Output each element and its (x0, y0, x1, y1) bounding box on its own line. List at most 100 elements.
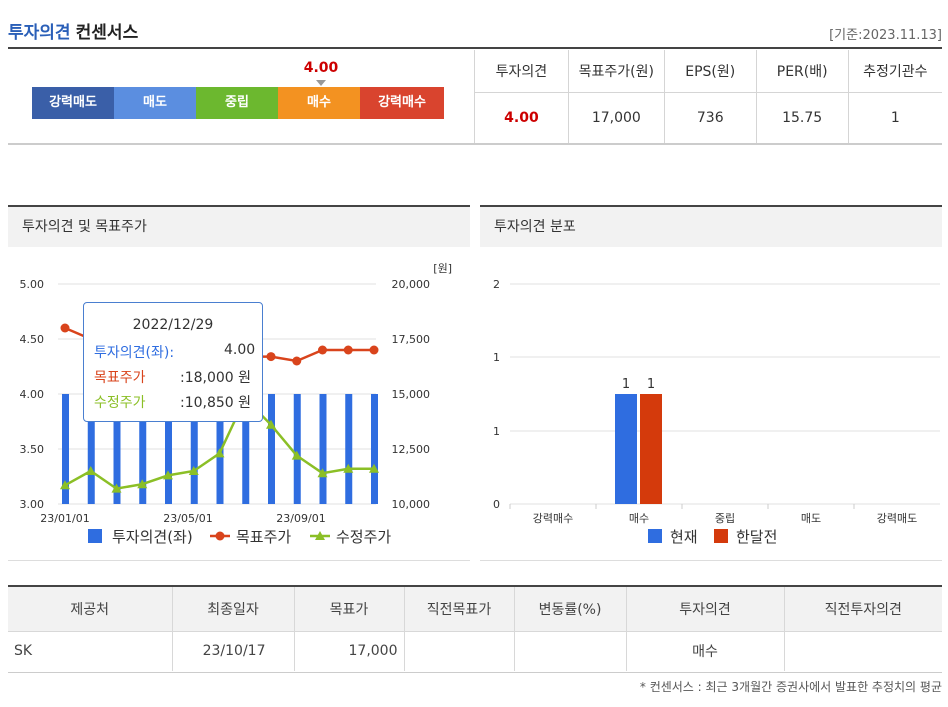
opinion-bar (113, 394, 121, 504)
y-left-tick-label: 3.00 (20, 498, 45, 511)
summary-header: PER(배) (755, 50, 849, 93)
opinion-bar (371, 394, 378, 504)
opinion-bar (242, 394, 250, 504)
adjusted-price-point (291, 450, 302, 460)
broker-target: 17,000 (294, 631, 405, 671)
y-left-tick-label: 4.50 (20, 333, 45, 346)
adjusted-price-point (163, 470, 173, 480)
summary-opinion-value: 4.00 (474, 92, 569, 144)
broker-date: 23/10/17 (172, 631, 295, 671)
chart-tooltip: 2022/12/29 투자의견(좌): 4.00 목표주가 :18,000 원 … (83, 302, 263, 422)
opinion-bar (62, 394, 69, 504)
opinion-bar (165, 394, 172, 504)
current-bar (615, 394, 637, 504)
opinion-bar (139, 394, 147, 504)
legend-swatch (648, 529, 662, 543)
opinion-gauge: 4.00 (32, 58, 444, 122)
broker-header-row: 제공처 최종일자 목표가 직전목표가 변동률(%) 투자의견 직전투자의견 (8, 587, 942, 632)
page-header: 투자의견 컨센서스 (8, 18, 138, 43)
gauge-current-value: 4.00 (303, 60, 339, 76)
opinion-bar (319, 394, 327, 504)
y-right-tick-label: 17,500 (392, 333, 431, 346)
y-left-tick-label: 5.00 (20, 278, 45, 291)
legend-swatch (215, 531, 225, 541)
legend-swatch (88, 529, 102, 543)
bar-data-label: 1 (622, 377, 630, 392)
tooltip-opinion-value: 4.00 (224, 342, 256, 358)
broker-header: 최종일자 (172, 587, 295, 632)
bar-data-label: 1 (647, 377, 655, 392)
adjusted-price-point (369, 463, 379, 473)
summary-value-row: 4.00 17,000 736 15.75 1 (474, 92, 942, 144)
target-price-point (318, 345, 327, 355)
broker-header: 투자의견 (626, 587, 785, 632)
table-row: SK 23/10/17 17,000 매수 (8, 631, 942, 671)
adjusted-price-point (317, 468, 328, 478)
page-title: 투자의견 (8, 23, 71, 43)
opinion-bar (345, 394, 353, 504)
gauge-segment-sell: 매도 (114, 87, 196, 119)
legend-label: 한달전 (736, 528, 777, 546)
left-panel-border (8, 560, 470, 561)
gauge-segment-neutral: 중립 (196, 87, 278, 119)
y-tick-label: 2 (493, 278, 500, 291)
broker-prev-target (404, 631, 515, 671)
legend-label: 수정주가 (336, 528, 391, 546)
x-tick-label: 매도 (801, 512, 821, 525)
left-panel-title: 투자의견 및 목표주가 (8, 205, 470, 247)
legend-label: 현재 (670, 528, 698, 546)
gauge-pointer-icon (316, 80, 326, 86)
adjusted-price-point (266, 419, 276, 429)
adjusted-price-point (60, 480, 70, 490)
x-tick-label: 23/05/01 (163, 512, 212, 525)
legend-label: 투자의견(좌) (112, 528, 193, 546)
adjusted-price-point (85, 466, 96, 475)
summary-header-row: 투자의견 목표주가(원) EPS(원) PER(배) 추정기관수 (474, 50, 942, 93)
broker-table-bottom-border (8, 672, 942, 673)
adjusted-price-point (214, 448, 225, 458)
broker-change-rate (514, 631, 627, 671)
y-tick-label: 1 (493, 351, 500, 364)
target-price-point (292, 356, 302, 366)
broker-header: 변동률(%) (514, 587, 627, 632)
opinion-bar (87, 394, 95, 504)
y-right-tick-label: 20,000 (392, 278, 431, 291)
broker-table: 제공처 최종일자 목표가 직전목표가 변동률(%) 투자의견 직전투자의견 SK… (8, 587, 942, 671)
right-panel-border (480, 560, 942, 561)
target-price-point (266, 352, 276, 362)
target-price-point (343, 345, 353, 355)
y-tick-label: 1 (493, 425, 500, 438)
summary-header: 추정기관수 (847, 50, 942, 93)
opinion-bar (216, 394, 224, 504)
y-left-tick-label: 3.50 (20, 443, 45, 456)
tooltip-adjusted-value: :10,850 원 (180, 395, 252, 411)
summary-header: EPS(원) (663, 50, 757, 93)
tooltip-adjusted-label: 수정주가 (94, 395, 146, 411)
adjusted-price-point (343, 463, 354, 473)
adjusted-price-point (111, 483, 122, 493)
broker-header: 직전투자의견 (784, 587, 942, 632)
broker-header: 제공처 (8, 587, 173, 632)
adjusted-price-point (137, 479, 148, 489)
tooltip-target-label: 목표주가 (94, 370, 146, 386)
target-price-point (60, 323, 70, 333)
x-tick-label: 강력매수 (533, 512, 573, 525)
y-right-tick-label: 10,000 (392, 498, 431, 511)
tooltip-target-value: :18,000 원 (180, 370, 252, 386)
month-ago-bar (640, 394, 662, 504)
opinion-bar (190, 394, 198, 504)
summary-agency-count: 1 (847, 92, 942, 144)
header-divider (8, 47, 942, 49)
legend-swatch (714, 529, 728, 543)
opinion-bar (268, 394, 275, 504)
page-subtitle: 컨센서스 (75, 23, 139, 43)
summary-header: 목표주가(원) (567, 50, 665, 93)
gauge-segment-strong-buy: 강력매수 (360, 87, 444, 119)
right-panel-title: 투자의견 분포 (480, 205, 942, 247)
legend-label: 목표주가 (236, 528, 291, 546)
broker-opinion: 매수 (626, 631, 785, 671)
footnote: * 컨센서스 : 최근 3개월간 증권사에서 발표한 추정치의 평균 (639, 680, 942, 694)
adjusted-price-point (188, 466, 199, 475)
tooltip-date: 2022/12/29 (132, 317, 214, 333)
